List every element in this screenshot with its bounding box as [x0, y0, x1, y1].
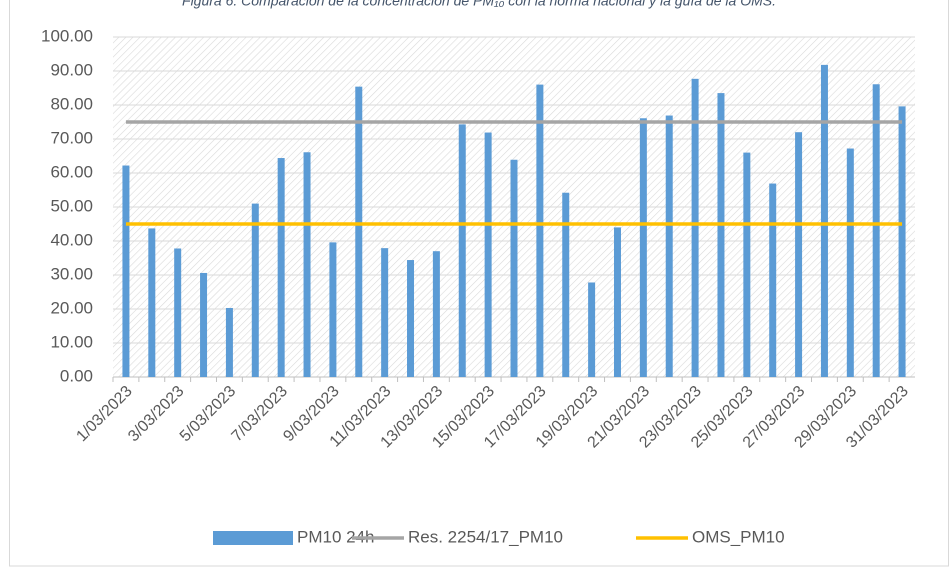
bar [562, 192, 570, 377]
y-tick-label: 90.00 [50, 60, 93, 79]
bar [303, 152, 311, 377]
bar [588, 282, 596, 377]
y-tick-label: 20.00 [50, 298, 93, 317]
y-tick-label: 80.00 [50, 94, 93, 113]
bar [898, 106, 906, 378]
bar [355, 86, 363, 377]
bar [484, 132, 492, 377]
y-tick-label: 70.00 [50, 128, 93, 147]
bar [174, 248, 182, 377]
bar [432, 251, 440, 377]
y-tick-label: 50.00 [50, 196, 93, 215]
bar [795, 132, 803, 377]
y-tick-label: 0.00 [60, 366, 93, 385]
bar [407, 260, 415, 377]
bar [665, 115, 673, 377]
bar [639, 118, 647, 377]
bar [691, 78, 699, 377]
bar [872, 84, 880, 377]
bar [613, 227, 621, 377]
bar [846, 148, 854, 377]
y-tick-label: 10.00 [50, 332, 93, 351]
bar [510, 159, 518, 377]
bar [329, 242, 337, 377]
legend-label: Res. 2254/17_PM10 [408, 527, 563, 546]
bar [277, 158, 285, 377]
bar [536, 84, 544, 377]
chart-title: Figura 6. Comparación de la concentració… [182, 0, 776, 9]
bar [381, 248, 389, 377]
y-tick-label: 60.00 [50, 162, 93, 181]
bar [200, 272, 208, 377]
legend-swatch [213, 531, 293, 545]
bar [717, 93, 725, 377]
bar [743, 152, 751, 377]
bar [769, 183, 777, 377]
bar [122, 165, 130, 377]
legend-label: PM10 24h [297, 527, 375, 546]
bar [225, 307, 233, 377]
y-tick-label: 40.00 [50, 230, 93, 249]
bar [458, 124, 466, 377]
y-tick-label: 100.00 [41, 26, 93, 45]
legend-label: OMS_PM10 [692, 527, 785, 546]
y-tick-label: 30.00 [50, 264, 93, 283]
bar [820, 64, 828, 377]
bar [148, 228, 156, 377]
bar [251, 203, 259, 377]
